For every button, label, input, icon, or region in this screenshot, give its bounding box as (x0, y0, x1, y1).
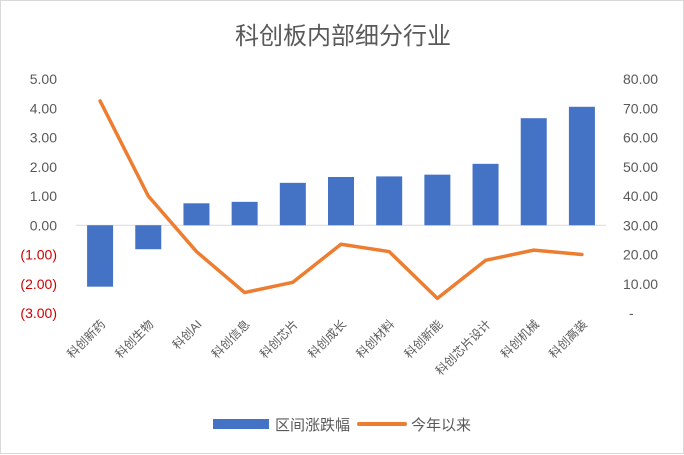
right-tick-label: 70.00 (623, 100, 658, 116)
right-tick-label: 20.00 (623, 247, 658, 263)
left-tick-label: 0.00 (30, 217, 57, 233)
category-label: 科创信息 (208, 317, 253, 362)
bar (424, 175, 450, 226)
left-tick-label: 4.00 (30, 100, 57, 116)
right-tick-label: 30.00 (623, 217, 658, 233)
legend-bar-swatch (213, 419, 269, 429)
right-tick-label: 80.00 (623, 71, 658, 87)
left-tick-label: 3.00 (30, 130, 57, 146)
bar (183, 203, 209, 225)
bar (135, 225, 161, 249)
left-tick-label: (2.00) (20, 276, 57, 292)
category-label: 科创高装 (545, 317, 590, 362)
legend-line-label: 今年以来 (411, 417, 471, 434)
left-axis: (3.00) (2.00) (1.00) 0.00 1.00 2.00 3.00 4.00 5.… (20, 71, 57, 321)
right-tick-label: 50.00 (623, 159, 658, 175)
legend: 区间涨跌幅 今年以来 (213, 417, 471, 434)
category-label: 科创生物 (113, 317, 157, 361)
bar (473, 164, 499, 225)
bar (521, 118, 547, 225)
category-label: 科创成长 (305, 317, 349, 361)
category-label: 科创芯片 (257, 317, 301, 361)
left-tick-label: (1.00) (20, 247, 57, 263)
left-tick-label: 5.00 (30, 71, 57, 87)
category-label: 科创新能 (401, 317, 446, 362)
right-tick-label: 40.00 (623, 188, 658, 204)
category-label: 科创机械 (497, 317, 542, 362)
category-label: 科创新药 (64, 317, 109, 362)
category-label: 科创AI (170, 317, 205, 352)
bar (232, 202, 258, 225)
bar (87, 225, 113, 286)
right-axis: - 10.00 20.00 30.00 40.00 50.00 60.00 70.00 80.0… (623, 71, 658, 321)
left-tick-label: 2.00 (30, 159, 57, 175)
bar-series (87, 107, 595, 287)
legend-bar-label: 区间涨跌幅 (275, 417, 350, 434)
right-tick-label: - (629, 305, 634, 321)
bar (376, 176, 402, 225)
left-tick-label: 1.00 (30, 188, 57, 204)
category-label: 科创材料 (353, 317, 397, 361)
bar (569, 107, 595, 225)
right-tick-label: 10.00 (623, 276, 658, 292)
bar (328, 177, 354, 225)
bar (280, 183, 306, 225)
left-tick-label: (3.00) (20, 305, 57, 321)
right-tick-label: 60.00 (623, 130, 658, 146)
chart-title: 科创板内部细分行业 (235, 23, 451, 50)
